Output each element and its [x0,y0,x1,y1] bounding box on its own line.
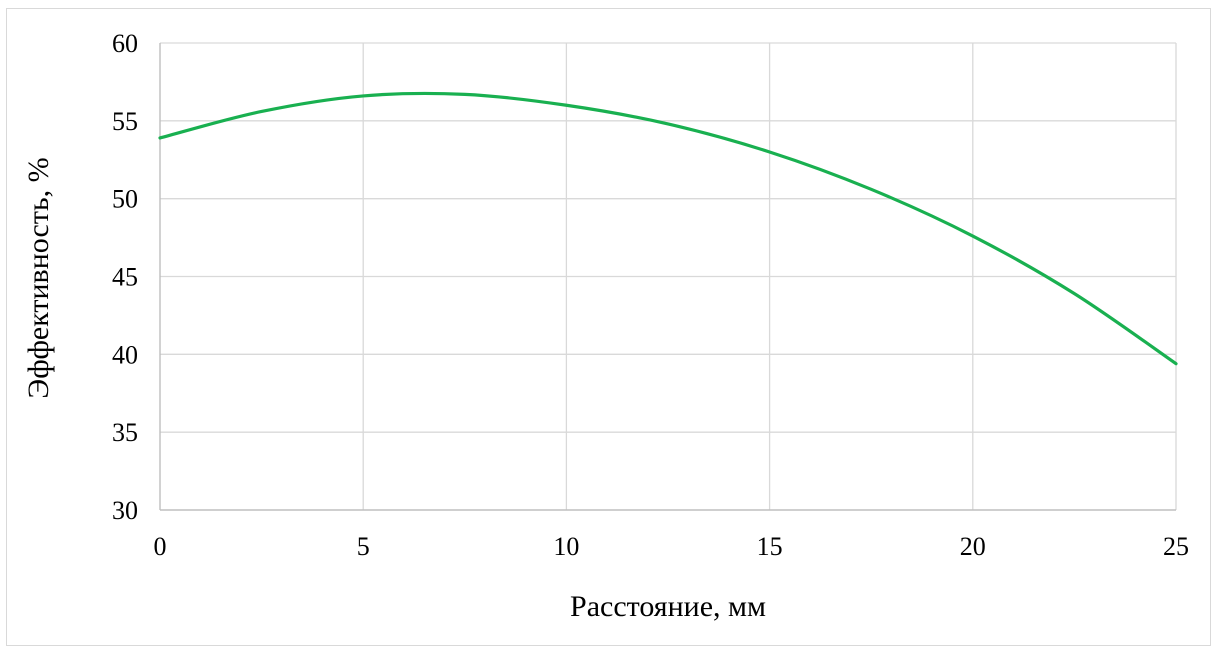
y-tick-label: 40 [112,340,138,369]
x-tick-labels: 0 5 10 15 20 25 [154,532,1190,561]
x-tick-label: 10 [553,532,579,561]
y-tick-label: 55 [112,107,138,136]
y-tick-label: 35 [112,418,138,447]
y-tick-labels: 30 35 40 45 50 55 60 [112,29,138,525]
series-layer [158,91,1178,366]
y-tick-label: 45 [112,263,138,292]
chart-frame [6,8,1211,646]
y-axis-title: Эффективность, % [22,157,55,398]
axes [159,43,1176,511]
x-tick-label: 0 [154,532,167,561]
series-line [158,91,1178,366]
y-tick-label: 60 [112,29,138,58]
x-tick-label: 25 [1163,532,1189,561]
grid [160,42,1177,510]
x-tick-label: 20 [960,532,986,561]
x-tick-label: 15 [757,532,783,561]
y-tick-label: 50 [112,185,138,214]
y-tick-label: 30 [112,496,138,525]
x-tick-label: 5 [357,532,370,561]
x-axis-title: Расстояние, мм [570,590,766,623]
